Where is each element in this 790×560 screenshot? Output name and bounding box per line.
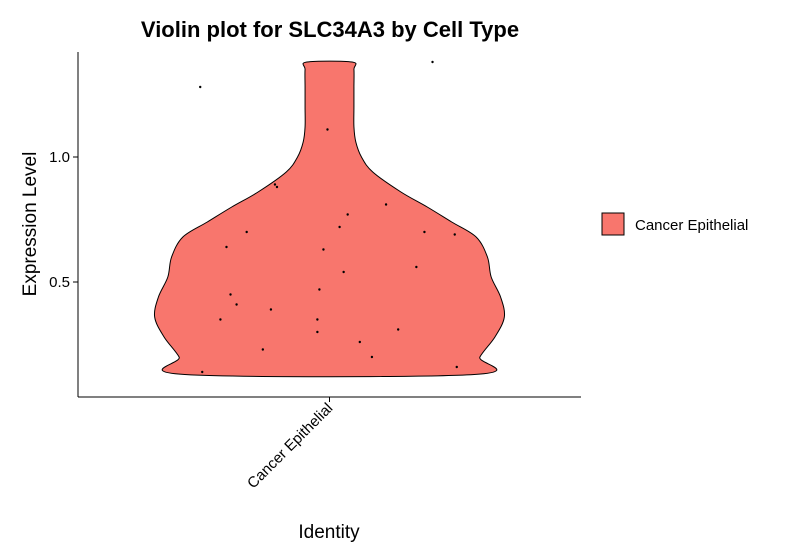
plot-area <box>153 60 506 378</box>
data-point <box>338 225 341 229</box>
data-point <box>199 85 202 89</box>
x-axis-ticks: Cancer Epithelial <box>244 397 336 492</box>
data-point <box>245 230 248 234</box>
chart-title: Violin plot for SLC34A3 by Cell Type <box>141 17 519 42</box>
data-point <box>201 370 204 374</box>
data-point <box>322 248 325 251</box>
x-axis-title: Identity <box>298 522 360 543</box>
data-point <box>384 203 388 206</box>
data-point <box>316 318 319 321</box>
data-point <box>396 328 400 331</box>
y-axis-title: Expression Level <box>20 152 41 297</box>
legend-label: Cancer Epithelial <box>635 217 748 234</box>
data-point <box>318 288 321 291</box>
data-point <box>358 340 361 344</box>
data-point <box>269 308 273 311</box>
data-point <box>273 183 277 186</box>
data-point <box>370 355 374 359</box>
data-point <box>219 318 222 321</box>
data-point <box>455 365 458 369</box>
data-point <box>235 303 238 306</box>
data-point <box>229 293 232 296</box>
y-axis-ticks: 0.5 1.0 <box>49 149 78 291</box>
data-point <box>423 230 426 234</box>
violin-body <box>153 60 506 378</box>
data-point <box>346 213 349 216</box>
data-point <box>415 265 418 269</box>
data-point <box>316 330 319 334</box>
legend: Cancer Epithelial <box>601 212 748 236</box>
data-point <box>225 245 228 249</box>
data-point <box>326 128 329 131</box>
data-point <box>275 185 279 189</box>
data-point <box>261 348 265 351</box>
y-tick-label: 0.5 <box>49 274 70 291</box>
data-point <box>453 233 456 236</box>
data-point <box>342 270 345 274</box>
legend-swatch <box>601 212 625 236</box>
data-point <box>431 60 434 64</box>
y-tick-label: 1.0 <box>49 149 70 166</box>
x-tick-label: Cancer Epithelial <box>244 400 336 492</box>
